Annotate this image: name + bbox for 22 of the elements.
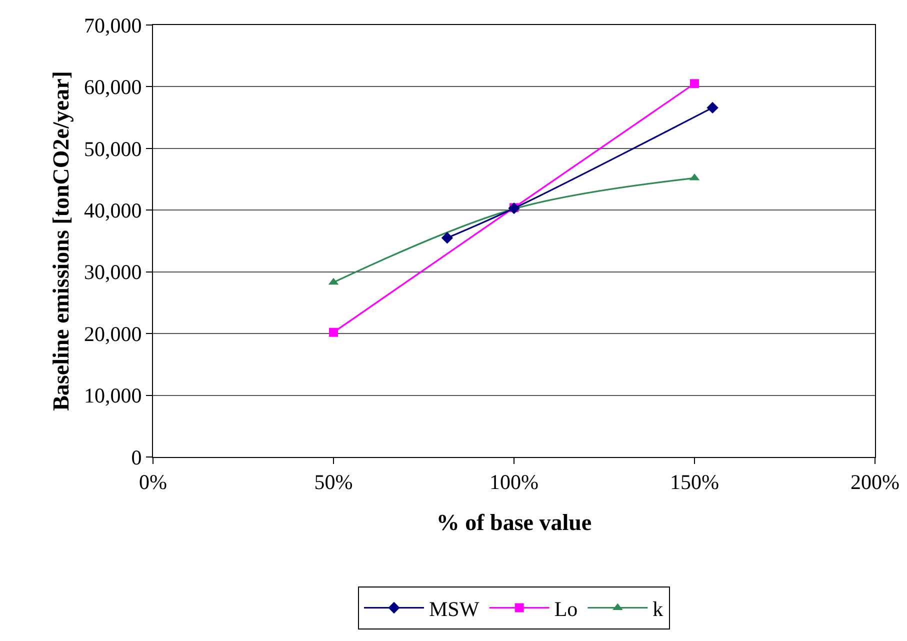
y-tick-label: 60,000 [84, 75, 142, 100]
x-tick-label: 50% [314, 470, 353, 494]
legend-label: Lo [554, 596, 578, 621]
point [690, 79, 699, 88]
legend-label: k [652, 596, 664, 621]
point [441, 232, 454, 244]
point [706, 102, 718, 114]
y-tick-label: 50,000 [84, 136, 142, 161]
y-tick-label: 40,000 [84, 198, 142, 222]
x-tick-label: 0% [139, 470, 167, 494]
y-tick-label: 0 [131, 445, 142, 470]
y-tick-label: 30,000 [84, 260, 142, 284]
x-tick-label: 150% [670, 470, 719, 494]
x-tick-label: 100% [490, 470, 538, 494]
x-tick-label: 200% [850, 470, 900, 494]
y-tick-label: 10,000 [84, 384, 142, 408]
y-axis-title: Baseline emissions [tonCO2e/year] [48, 71, 74, 411]
y-tick-label: 20,000 [84, 322, 142, 346]
x-axis-title: % of base value [436, 510, 592, 535]
legend-label: MSW [429, 596, 480, 621]
y-tick-label: 70,000 [84, 13, 142, 38]
point [329, 328, 338, 337]
